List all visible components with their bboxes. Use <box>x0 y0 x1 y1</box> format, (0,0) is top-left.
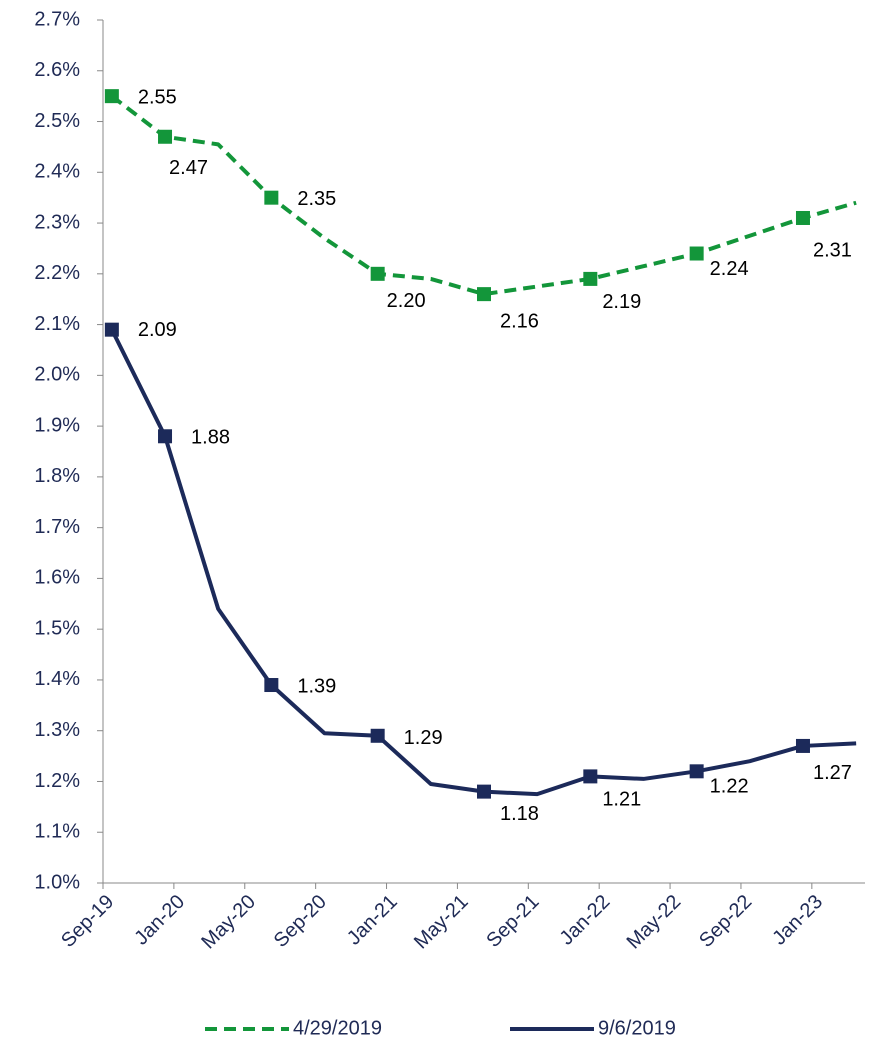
marker <box>583 271 598 286</box>
y-tick-label: 1.0% <box>34 871 80 893</box>
y-tick-label: 1.3% <box>34 719 80 741</box>
y-tick-label: 1.7% <box>34 516 80 538</box>
marker <box>158 129 173 144</box>
value-label: 2.47 <box>169 157 208 179</box>
value-label: 2.20 <box>387 290 426 312</box>
marker <box>477 287 491 302</box>
series-line <box>110 94 857 297</box>
value-label: 2.16 <box>500 310 539 332</box>
value-label: 2.55 <box>138 86 177 108</box>
marker <box>370 728 385 743</box>
value-label: 1.39 <box>297 675 336 697</box>
y-tick-label: 2.7% <box>34 8 80 30</box>
marker <box>264 190 279 205</box>
x-tick-label: Jan-21 <box>343 891 402 950</box>
marker <box>104 322 119 337</box>
legend-label: 9/6/2019 <box>598 1017 676 1039</box>
value-label: 1.88 <box>191 427 230 449</box>
y-tick-label: 2.1% <box>34 313 80 335</box>
y-tick-label: 2.5% <box>34 110 80 132</box>
x-tick-label: Sep-21 <box>482 891 543 952</box>
value-label: 2.09 <box>138 319 177 341</box>
x-tick-label: Jan-23 <box>768 891 827 950</box>
legend-label: 4/29/2019 <box>293 1017 382 1039</box>
y-tick-label: 1.5% <box>34 617 80 639</box>
value-label: 2.35 <box>297 188 336 210</box>
marker <box>370 266 385 281</box>
y-tick-label: 2.3% <box>34 211 80 233</box>
value-label: 1.22 <box>710 776 749 798</box>
marker <box>104 89 119 104</box>
marker <box>583 769 598 784</box>
x-tick-label: Sep-22 <box>695 891 756 952</box>
value-label: 2.24 <box>710 258 749 280</box>
x-tick-label: Jan-20 <box>130 891 189 950</box>
x-tick-label: May-20 <box>197 891 260 954</box>
marker <box>158 429 173 444</box>
y-tick-label: 1.9% <box>34 414 80 436</box>
marker <box>264 678 279 693</box>
y-tick-label: 1.4% <box>34 668 80 690</box>
marker <box>689 246 704 261</box>
value-label: 1.29 <box>404 727 443 749</box>
x-tick-label: Sep-19 <box>57 891 118 952</box>
y-tick-label: 2.0% <box>34 364 80 386</box>
x-tick-label: May-22 <box>623 891 686 954</box>
value-label: 1.27 <box>813 762 852 784</box>
marker <box>477 784 491 799</box>
y-tick-label: 1.1% <box>34 821 80 843</box>
y-tick-label: 1.6% <box>34 567 80 589</box>
value-label: 1.18 <box>500 803 539 825</box>
y-tick-label: 1.2% <box>34 770 80 792</box>
value-label: 2.31 <box>813 239 852 261</box>
marker <box>795 738 810 753</box>
x-tick-label: Sep-20 <box>270 891 331 952</box>
y-tick-label: 1.8% <box>34 465 80 487</box>
series-line <box>110 328 857 797</box>
x-tick-label: May-21 <box>410 891 473 954</box>
y-tick-label: 2.4% <box>34 161 80 183</box>
value-label: 1.21 <box>602 789 641 811</box>
marker <box>689 764 704 779</box>
y-tick-label: 2.6% <box>34 59 80 81</box>
marker <box>795 210 810 225</box>
x-tick-label: Jan-22 <box>556 891 615 950</box>
y-tick-label: 2.2% <box>34 262 80 284</box>
value-label: 2.19 <box>602 291 641 313</box>
